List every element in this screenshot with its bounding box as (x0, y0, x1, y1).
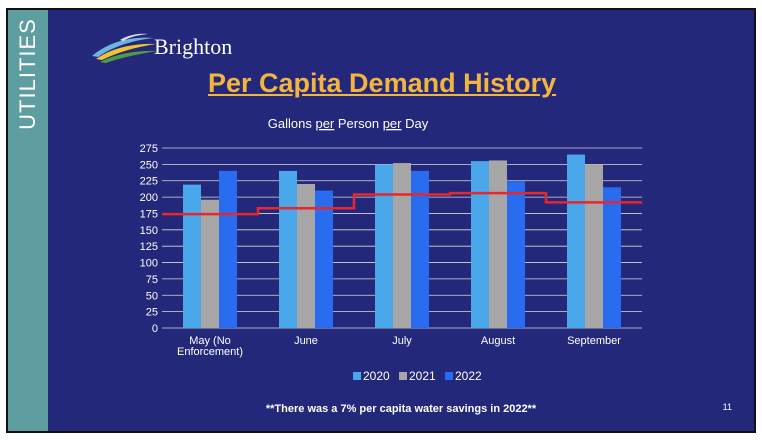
bar-2022 (507, 181, 525, 328)
chart-title-part-3: per (383, 116, 402, 131)
target-line (162, 191, 642, 216)
bar-2022 (411, 170, 429, 328)
side-strip: UTILITIES (8, 10, 48, 431)
brighton-logo-icon (92, 33, 158, 63)
y-tick-label: 125 (140, 241, 158, 253)
bar-2020 (375, 164, 393, 328)
y-tick-label: 275 (140, 143, 158, 155)
x-tick-label: September (567, 335, 621, 347)
bar-2020 (471, 161, 489, 328)
chart-title-part-2: Person (334, 116, 382, 131)
legend-swatch-2021 (399, 372, 407, 380)
legend-label-2020: 2020 (363, 369, 390, 383)
bar-2021 (489, 160, 507, 328)
legend-swatch-2022 (445, 372, 453, 380)
x-tick-label: June (294, 335, 318, 347)
page-number: 11 (722, 402, 732, 412)
bar-2021 (393, 163, 411, 328)
y-tick-label: 100 (140, 258, 158, 270)
y-tick-label: 50 (146, 290, 158, 302)
legend-label-2021: 2021 (409, 369, 436, 383)
y-tick-label: 175 (140, 208, 158, 220)
y-tick-label: 75 (146, 274, 158, 286)
x-tick-label: July (392, 335, 412, 347)
y-tick-label: 250 (140, 159, 158, 171)
legend-swatch-2020 (353, 372, 361, 380)
y-tick-label: 225 (140, 176, 158, 188)
chart-title-part-0: Gallons (268, 116, 316, 131)
chart-title: Gallons per Person per Day (268, 116, 429, 131)
y-tick-label: 25 (146, 307, 158, 319)
y-tick-label: 0 (152, 323, 158, 335)
bar-2020 (183, 184, 201, 328)
chart-title-part-4: Day (401, 116, 428, 131)
bar-2020 (567, 154, 585, 328)
y-tick-label: 150 (140, 225, 158, 237)
bar-2021 (297, 184, 315, 328)
slide: UTILITIES Brighton Per Capita Demand His… (6, 8, 756, 433)
footnote: **There was a 7% per capita water saving… (265, 403, 537, 415)
bar-2022 (603, 187, 621, 328)
y-tick-label: 200 (140, 192, 158, 204)
demand-chart: Gallons per Person per Day 0 25 50 75 100 125… (140, 116, 642, 383)
x-tick-label: Enforcement) (177, 346, 243, 358)
brand-name: Brighton (154, 34, 233, 59)
x-tick-label: May (No (189, 335, 231, 347)
legend-label-2022: 2022 (455, 369, 482, 383)
bar-2022 (219, 170, 237, 328)
page-title: Per Capita Demand History (208, 68, 557, 98)
x-tick-label: August (481, 335, 515, 347)
bar-2020 (279, 170, 297, 328)
bar-2021 (585, 164, 603, 328)
chart-title-part-1: per (315, 116, 334, 131)
bar-2021 (201, 199, 219, 328)
bar-2022 (315, 190, 333, 328)
